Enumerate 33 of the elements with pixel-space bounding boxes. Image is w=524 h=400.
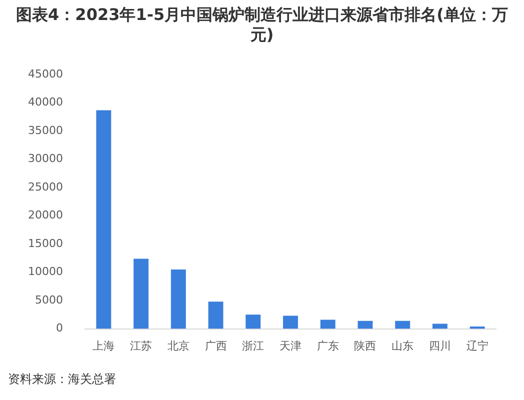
x-tick-label: 江苏 [130, 339, 152, 352]
x-tick-label: 天津 [279, 339, 302, 352]
x-tick-label: 陕西 [354, 339, 376, 352]
bar [320, 320, 336, 329]
y-tick-label: 35000 [28, 124, 63, 137]
x-tick-label: 辽宁 [466, 339, 488, 352]
bar [358, 320, 373, 329]
bar [96, 110, 112, 329]
bar [395, 320, 410, 329]
x-tick-label: 四川 [428, 339, 451, 352]
x-tick-label: 广西 [204, 339, 227, 352]
text: 资料来源：海关总署 [8, 371, 116, 388]
y-tick-label: 40000 [28, 96, 63, 109]
x-tick-label: 广东 [316, 339, 339, 352]
bar [432, 324, 448, 329]
y-tick-label: 25000 [28, 180, 63, 194]
x-tick-label: 上海 [92, 339, 115, 352]
bar [283, 316, 298, 329]
y-tick-label: 45000 [28, 67, 63, 80]
bar [170, 269, 186, 329]
x-tick-label: 浙江 [242, 339, 264, 352]
x-tick-label: 北京 [167, 339, 190, 352]
y-tick-label: 0 [56, 322, 63, 335]
chart-title: 图表4：2023年1-5月中国锅炉制造行业进口来源省市排名(单位：万元) [15, 5, 509, 45]
y-tick-label: 15000 [28, 236, 63, 250]
y-tick-label: 30000 [28, 152, 63, 166]
y-tick-label: 10000 [28, 265, 63, 278]
bar [134, 258, 149, 329]
y-tick-label: 5000 [34, 293, 63, 306]
bar [246, 314, 261, 329]
x-tick-label: 山东 [392, 339, 414, 352]
bar [208, 302, 224, 329]
y-tick-label: 20000 [28, 208, 63, 222]
